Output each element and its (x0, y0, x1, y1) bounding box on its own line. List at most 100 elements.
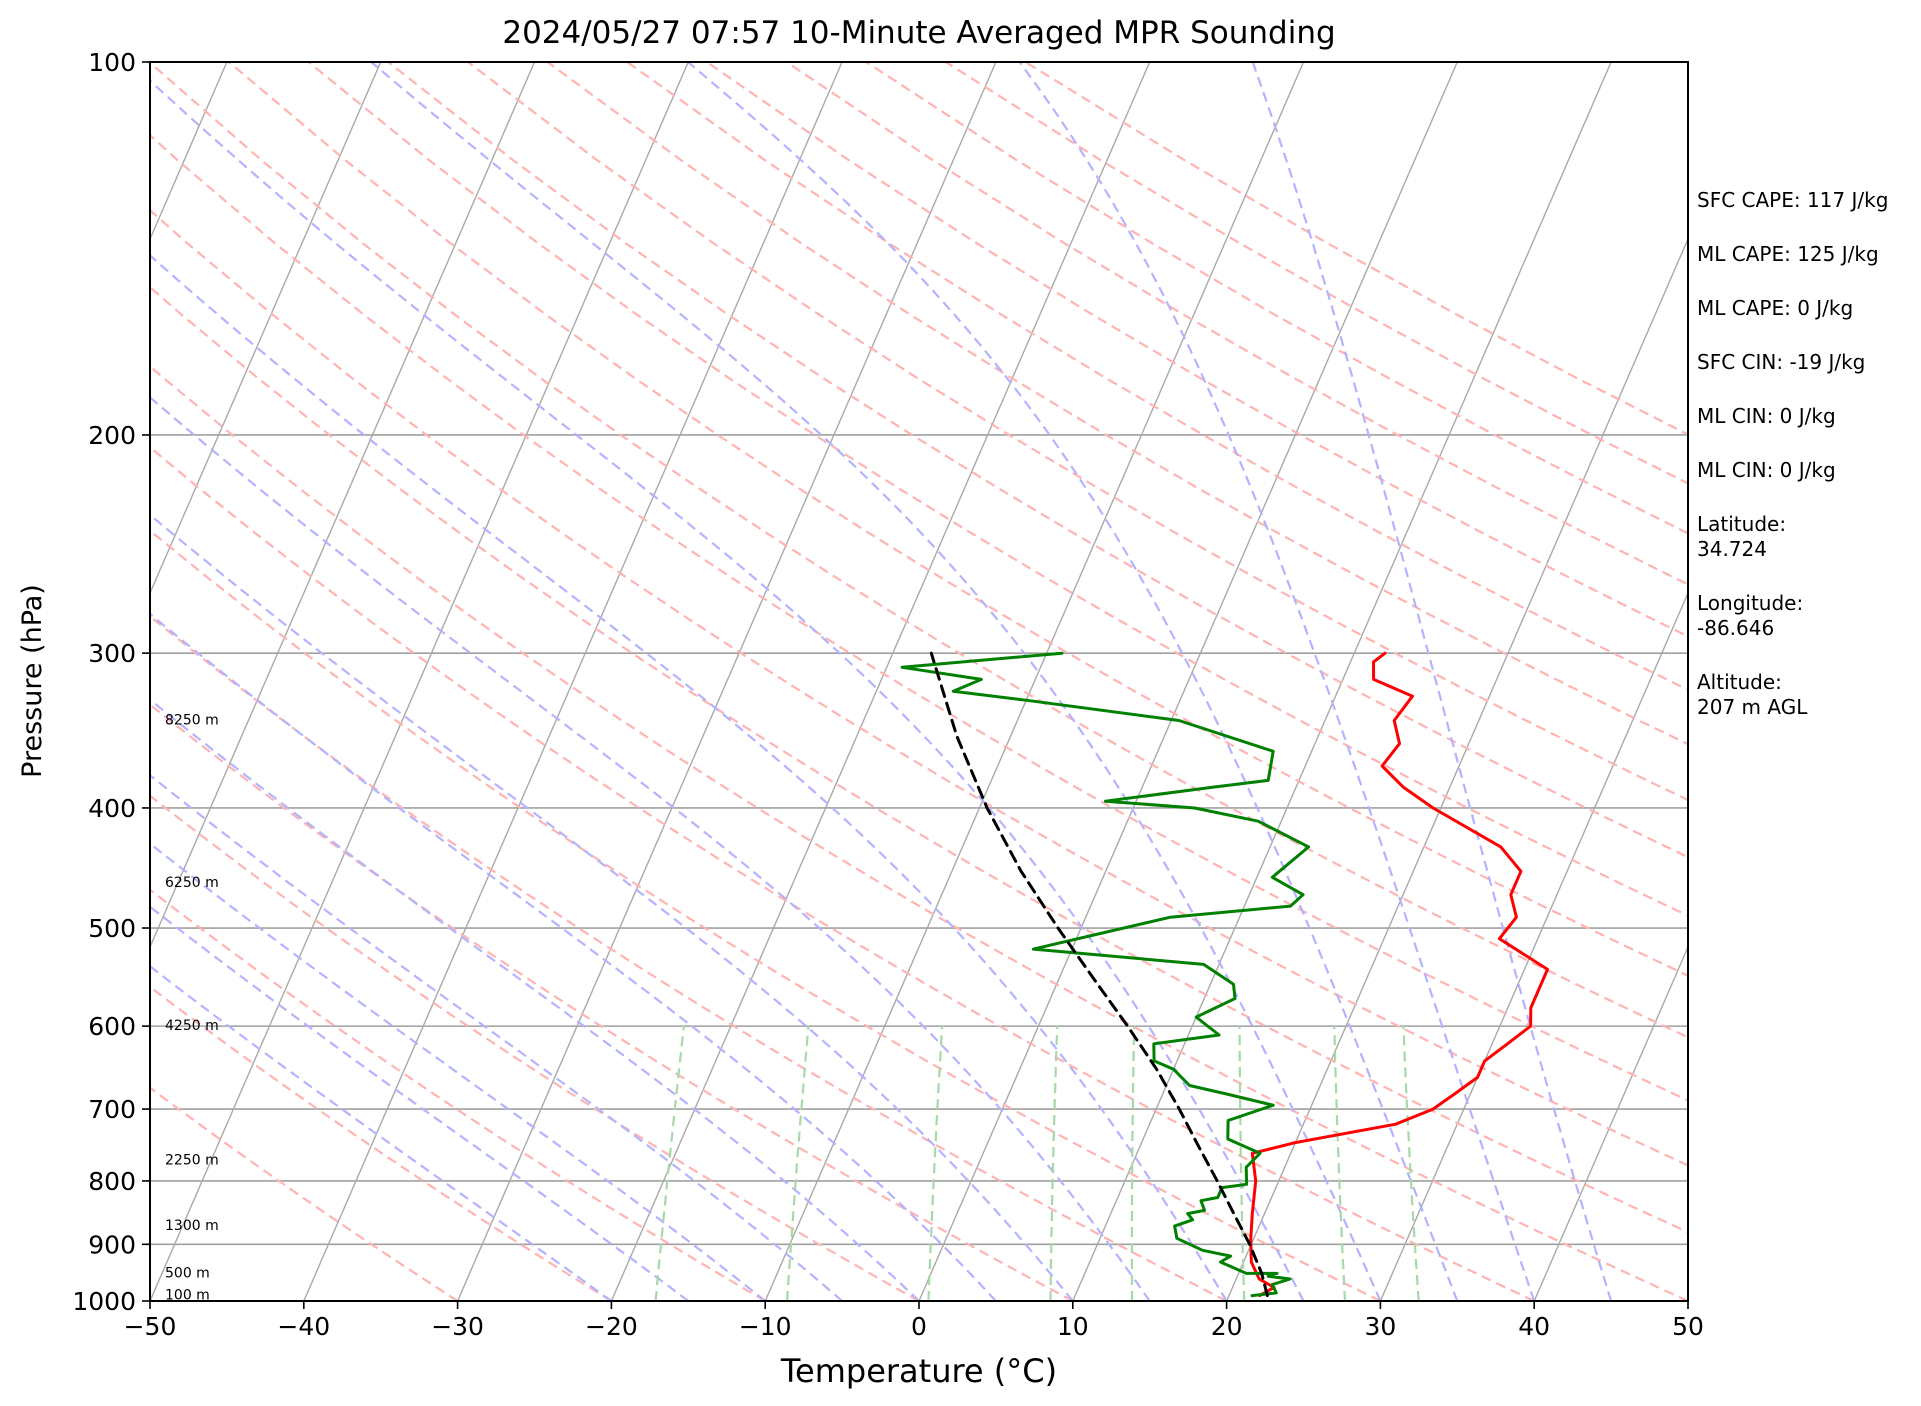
background-lines (150, 62, 1688, 1301)
x-tick-label: −40 (277, 1312, 330, 1341)
y-axis-label: Pressure (hPa) (17, 584, 48, 778)
y-tick-label: 200 (88, 421, 136, 450)
dry-adiabat-line (150, 285, 1688, 1234)
isotherm-line (764, 62, 1305, 1301)
dry-adiabat-line (546, 62, 1688, 746)
dry-adiabat-line (150, 62, 1688, 1039)
mixing-ratio-line (1238, 1026, 1246, 1301)
ml-cape-text: ML CAPE: 125 J/kg (1697, 242, 1879, 266)
series-line-1 (1249, 651, 1549, 1298)
mixing-ratio-line (654, 1025, 685, 1301)
moist-adiabat-line (370, 62, 1382, 1301)
moist-adiabat-line (150, 395, 1151, 1301)
dry-adiabat-line (150, 208, 1688, 1167)
isotherm-line (456, 62, 997, 1301)
dry-adiabat-line (150, 888, 766, 1301)
moist-adiabat-line (1018, 62, 1536, 1301)
y-tick-label: 300 (88, 639, 136, 668)
isotherm-line (150, 62, 382, 595)
height-label: 1300 m (165, 1218, 219, 1234)
longitude-block: Longitude: -86.646 (1697, 591, 1912, 641)
x-tick-label: 50 (1672, 1312, 1704, 1341)
mixing-ratio-line (785, 1026, 810, 1301)
x-tick-label: −20 (585, 1312, 638, 1341)
altitude-value: 207 m AGL (1697, 695, 1808, 719)
isotherm-line (150, 62, 689, 1301)
isotherm-line (150, 62, 536, 949)
moist-adiabat-line (150, 79, 1305, 1301)
dry-adiabat-line (706, 62, 1688, 638)
moist-adiabat-line (150, 513, 1074, 1301)
y-tick-label: 600 (88, 1012, 136, 1041)
dry-adiabat-line (150, 1086, 459, 1301)
x-tick-label: 20 (1211, 1312, 1243, 1341)
dry-adiabat-line (387, 62, 1688, 859)
dry-adiabat-line (150, 133, 1688, 1102)
y-tick-label: 100 (88, 48, 136, 77)
isotherm-line (1072, 62, 1612, 1301)
x-tick-label: −30 (431, 1312, 484, 1341)
ml-cin-text: ML CIN: 0 J/kg (1697, 404, 1836, 428)
dry-adiabat-line (150, 794, 920, 1301)
y-tick-label: 500 (88, 914, 136, 943)
dry-adiabat-line (626, 62, 1688, 691)
moist-adiabat-line (150, 773, 843, 1301)
dry-adiabat-line (150, 985, 612, 1301)
moist-adiabat-line (150, 253, 1228, 1301)
chart-title: 2024/05/27 07:57 10-Minute Averaged MPR … (502, 15, 1335, 51)
x-axis-label: Temperature (°C) (780, 1352, 1057, 1390)
mixing-ratio-line (927, 1026, 944, 1301)
isotherm-line (1225, 237, 1688, 1301)
x-tick-label: −10 (739, 1312, 792, 1341)
y-tick-label: 900 (88, 1230, 136, 1259)
isotherm-line (303, 62, 843, 1301)
sounding-profiles (900, 651, 1549, 1298)
height-label: 500 m (165, 1265, 210, 1281)
latitude-value: 34.724 (1697, 537, 1767, 561)
dry-adiabat-line (150, 445, 1535, 1301)
height-label: 4250 m (165, 1018, 219, 1034)
x-tick-label: 0 (911, 1312, 927, 1341)
x-tick-label: 30 (1364, 1312, 1396, 1341)
longitude-label: Longitude: (1697, 591, 1804, 615)
moist-adiabat-line (1251, 62, 1613, 1301)
y-tick-label: 1000 (72, 1287, 136, 1316)
height-label: 100 m (165, 1288, 210, 1304)
isotherm-line (610, 62, 1151, 1301)
latitude-block: Latitude: 34.724 (1697, 512, 1912, 562)
moist-adiabat-line (150, 612, 997, 1301)
dry-adiabat-line (150, 364, 1688, 1301)
height-labels: 100 m 500 m 1300 m 2250 m 4250 m 6250 m 8250 m (165, 713, 219, 1304)
x-tick-label: 10 (1057, 1312, 1089, 1341)
x-axis-ticks: −50 −40 −30 −20 −10 0 10 20 30 40 50 (124, 1301, 1704, 1341)
altitude-block: Altitude: 207 m AGL (1697, 670, 1912, 720)
moist-adiabat-line (687, 62, 1459, 1301)
isotherm-line (918, 62, 1458, 1301)
height-label: 2250 m (165, 1152, 219, 1168)
series-line-3 (929, 651, 1269, 1298)
height-label: 8250 m (165, 713, 219, 729)
y-tick-label: 800 (88, 1167, 136, 1196)
sounding-stats-panel: SFC CAPE: 117 J/kg ML CAPE: 125 J/kg ML … (1697, 188, 1912, 749)
mixing-ratio-line (1049, 1026, 1059, 1301)
dry-adiabat-line (228, 62, 1688, 977)
dry-adiabat-line (785, 62, 1688, 586)
sfc-cin-text: SFC CIN: -19 J/kg (1697, 350, 1866, 374)
moist-adiabat-line (150, 698, 920, 1301)
isotherm-line (1533, 945, 1688, 1301)
y-tick-label: 400 (88, 794, 136, 823)
ml-cin-text-2: ML CIN: 0 J/kg (1697, 458, 1836, 482)
plot-frame (149, 61, 1689, 1302)
latitude-label: Latitude: (1697, 512, 1787, 536)
moist-adiabat-line (150, 905, 689, 1301)
dry-adiabat-line (150, 614, 1228, 1301)
height-label: 6250 m (165, 875, 219, 891)
dry-adiabat-line (150, 703, 1074, 1301)
altitude-label: Altitude: (1697, 670, 1782, 694)
mixing-ratio-line (1402, 1026, 1420, 1301)
ml-cape-text-2: ML CAPE: 0 J/kg (1697, 296, 1854, 320)
sfc-cape-text: SFC CAPE: 117 J/kg (1697, 188, 1889, 212)
dry-adiabat-line (467, 62, 1688, 802)
dry-adiabat-line (307, 62, 1688, 917)
